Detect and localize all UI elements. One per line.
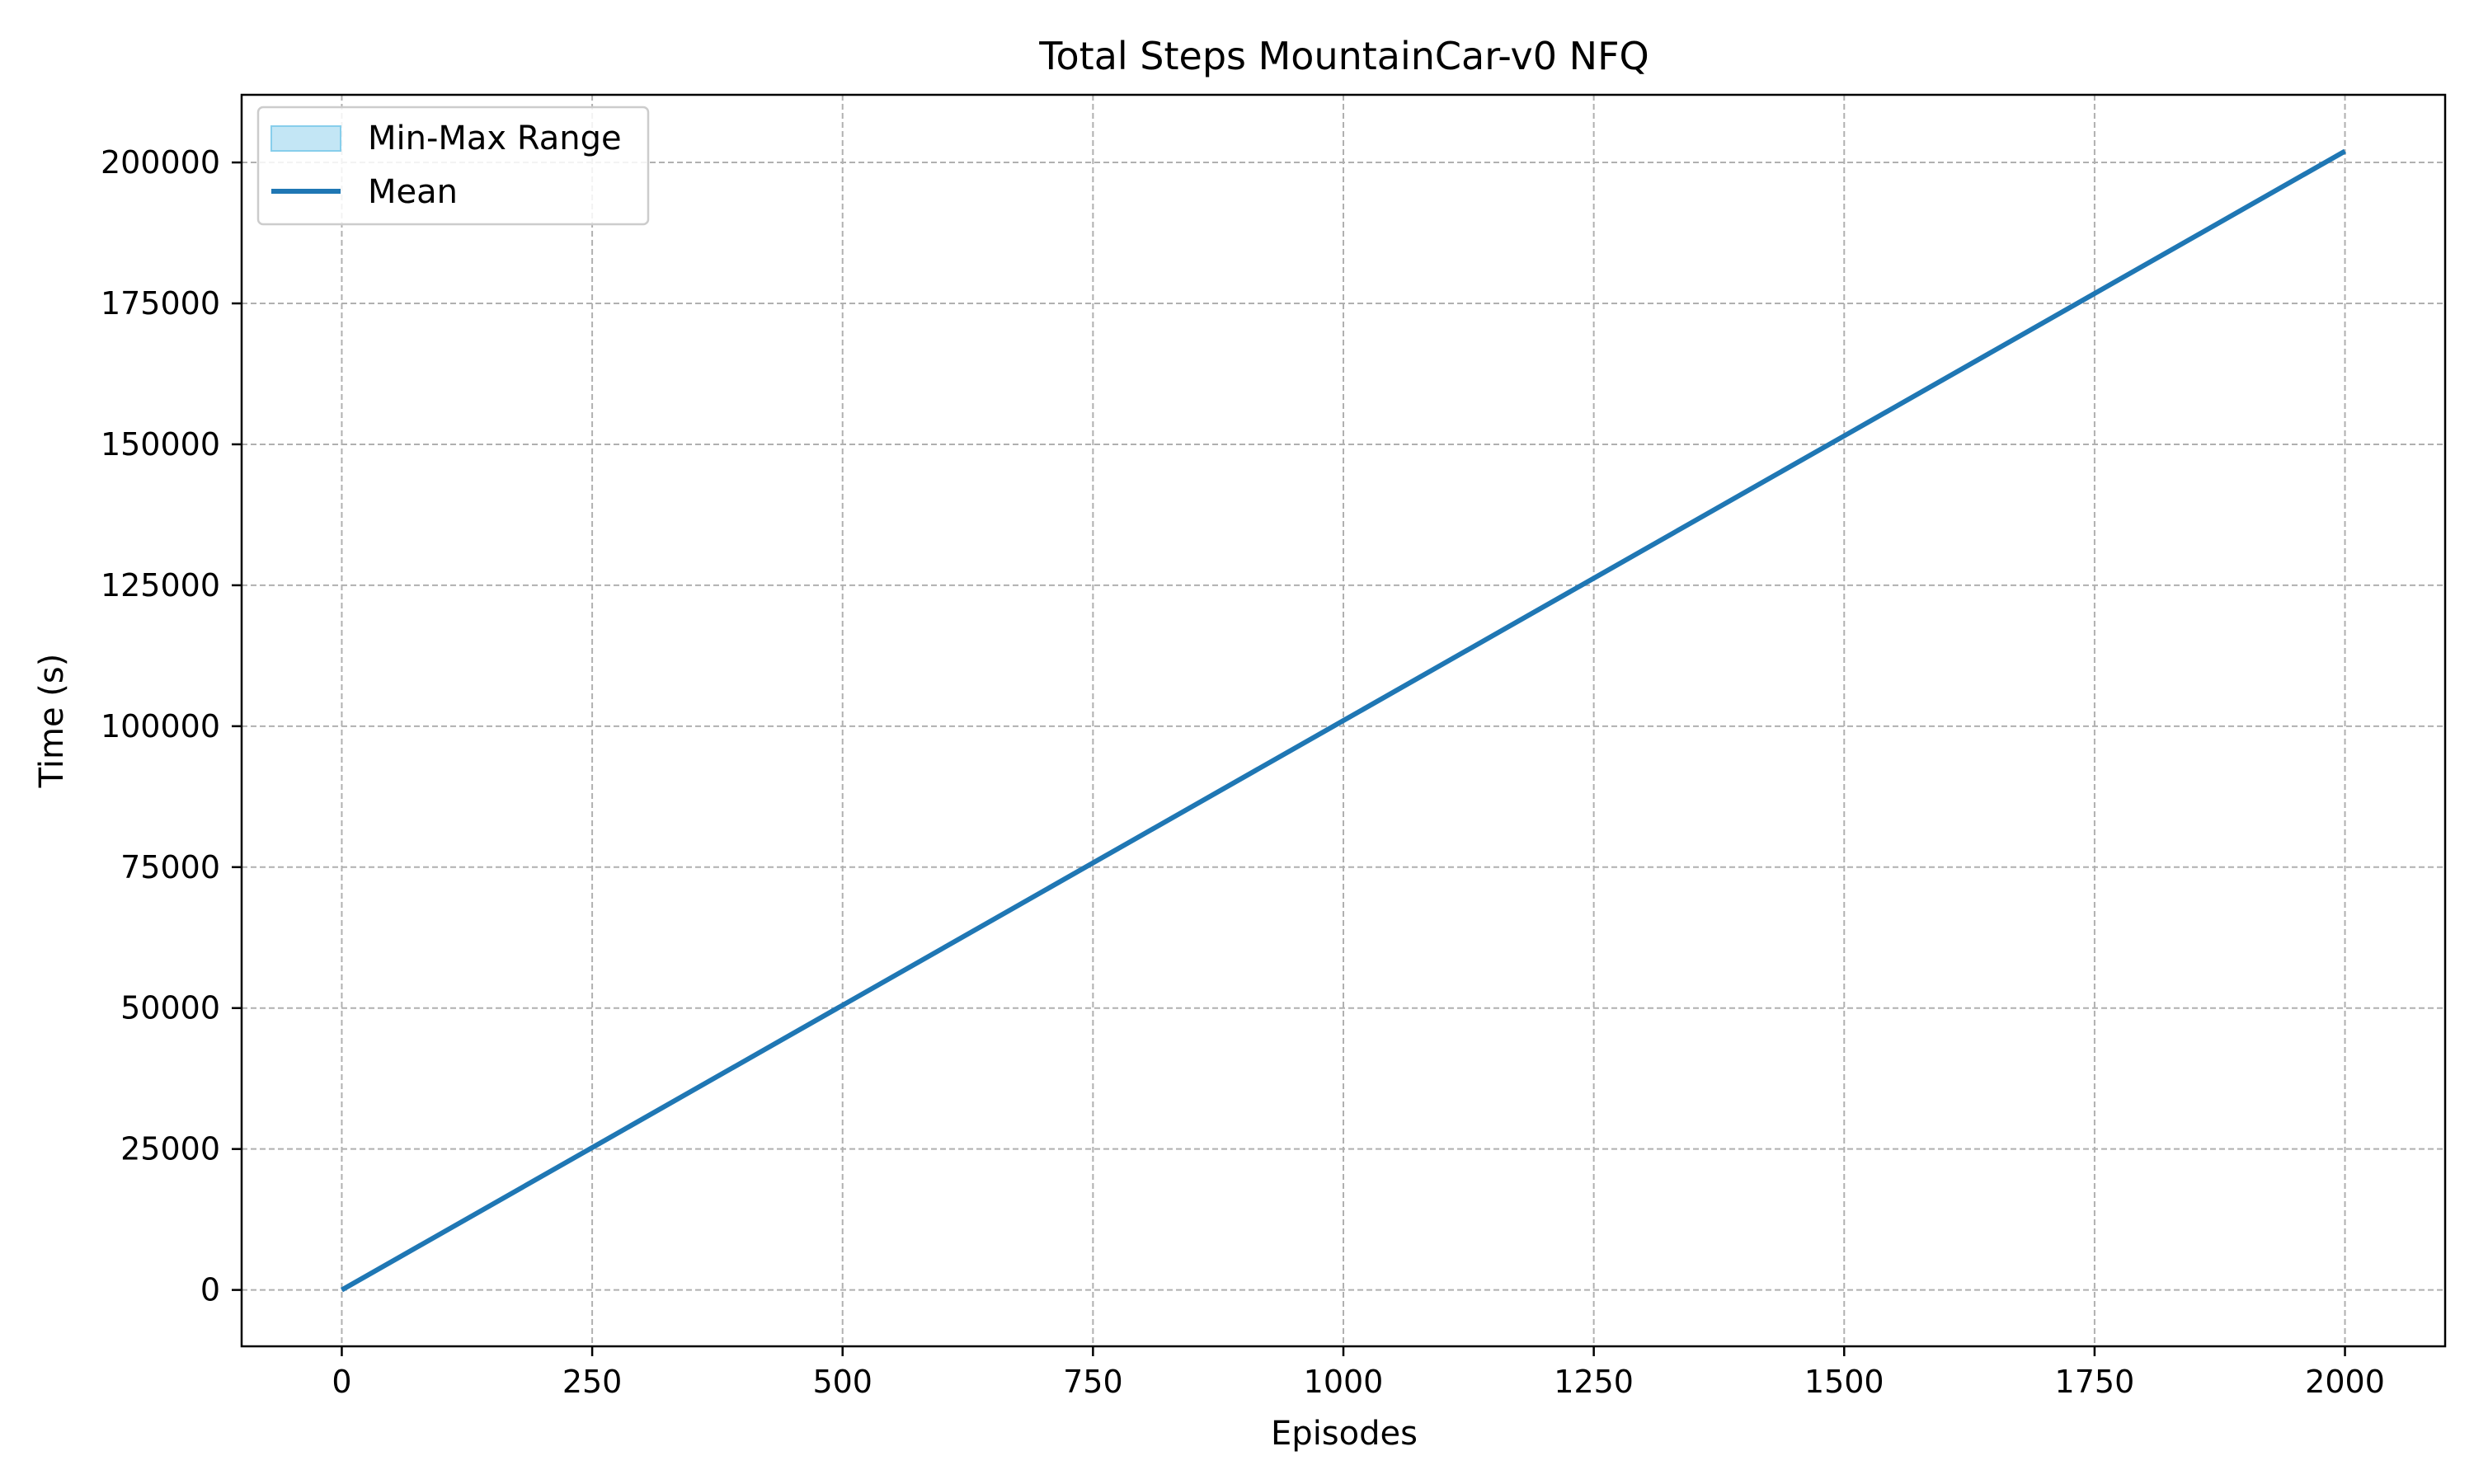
y-tick-label: 75000	[120, 849, 220, 885]
x-tick-label: 1500	[1804, 1364, 1884, 1400]
x-tick-label: 500	[812, 1364, 872, 1400]
legend: Min-Max Range Mean	[256, 106, 650, 226]
x-axis-label: Episodes	[1271, 1415, 1418, 1453]
y-tick-label: 175000	[101, 285, 220, 322]
x-tick-label: 250	[562, 1364, 623, 1400]
x-axis-ticks: 0 250 500 750 1000 1250 1500 1750 2000	[332, 1346, 2385, 1400]
x-tick-label: 0	[332, 1364, 351, 1400]
x-tick-label: 1750	[2055, 1364, 2135, 1400]
legend-label-mean: Mean	[368, 173, 458, 211]
x-tick-label: 2000	[2305, 1364, 2385, 1400]
y-tick-label: 150000	[101, 426, 220, 463]
y-tick-label: 25000	[120, 1131, 220, 1167]
y-tick-label: 200000	[101, 144, 220, 181]
legend-label-range: Min-Max Range	[368, 120, 622, 157]
y-axis-label: Time (s)	[33, 654, 71, 789]
y-tick-label: 125000	[101, 567, 220, 603]
mean-line	[340, 148, 2347, 1293]
chart-title: Total Steps MountainCar-v0 NFQ	[1038, 34, 1649, 78]
y-tick-label: 0	[200, 1272, 220, 1308]
legend-range-swatch	[270, 125, 341, 152]
legend-box	[256, 106, 650, 226]
y-axis-ticks: 0 25000 50000 75000 100000 125000 150000 175000…	[101, 144, 242, 1308]
grid	[242, 95, 2445, 1346]
mean-series	[340, 148, 2347, 1293]
y-tick-label: 50000	[120, 990, 220, 1026]
x-tick-label: 1000	[1304, 1364, 1384, 1400]
x-tick-label: 750	[1063, 1364, 1123, 1400]
x-tick-label: 1250	[1554, 1364, 1634, 1400]
y-tick-label: 100000	[101, 708, 220, 744]
